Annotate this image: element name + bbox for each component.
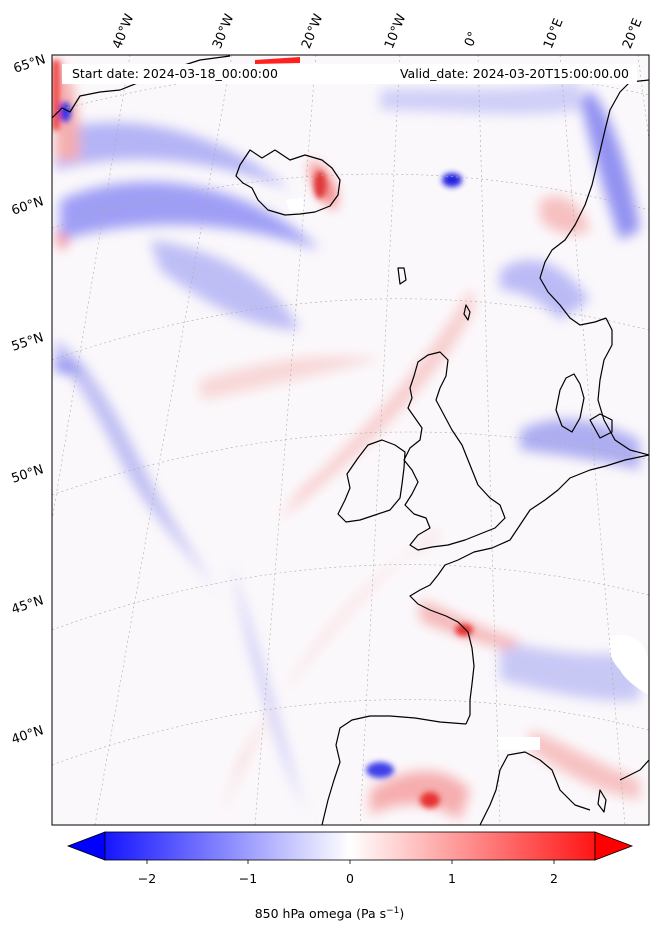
omega-field [52, 55, 649, 825]
iberia-coast [321, 715, 467, 825]
date-info-bar: Start date: 2024-03-18_00:00:00 Valid_da… [62, 64, 637, 84]
valid-date-label: Valid_date: 2024-03-20T15:00:00.00 [399, 66, 629, 81]
colorbar-tick: 0 [346, 871, 354, 886]
great-britain-coast [403, 351, 506, 551]
colorbar-tick: 1 [448, 871, 456, 886]
start-date-label: Start date: 2024-03-18_00:00:00 [72, 66, 278, 81]
colorbar-tick: −1 [238, 871, 258, 886]
norway-coast [539, 79, 649, 326]
france-coast [409, 574, 475, 725]
colorbar-label-exponent: −1 [386, 906, 400, 916]
colorbar [66, 831, 634, 864]
map-frame [51, 54, 650, 826]
colorbar-label-text: 850 hPa omega (Pa s [254, 906, 387, 922]
colorbar-label-close: ) [399, 906, 405, 922]
colorbar-label: 850 hPa omega (Pa s−1) [0, 906, 659, 921]
colorbar-tick: 2 [550, 871, 558, 886]
ireland-coast [337, 439, 406, 523]
iceland-coast [235, 149, 341, 216]
colorbar-tick: −2 [137, 871, 157, 886]
